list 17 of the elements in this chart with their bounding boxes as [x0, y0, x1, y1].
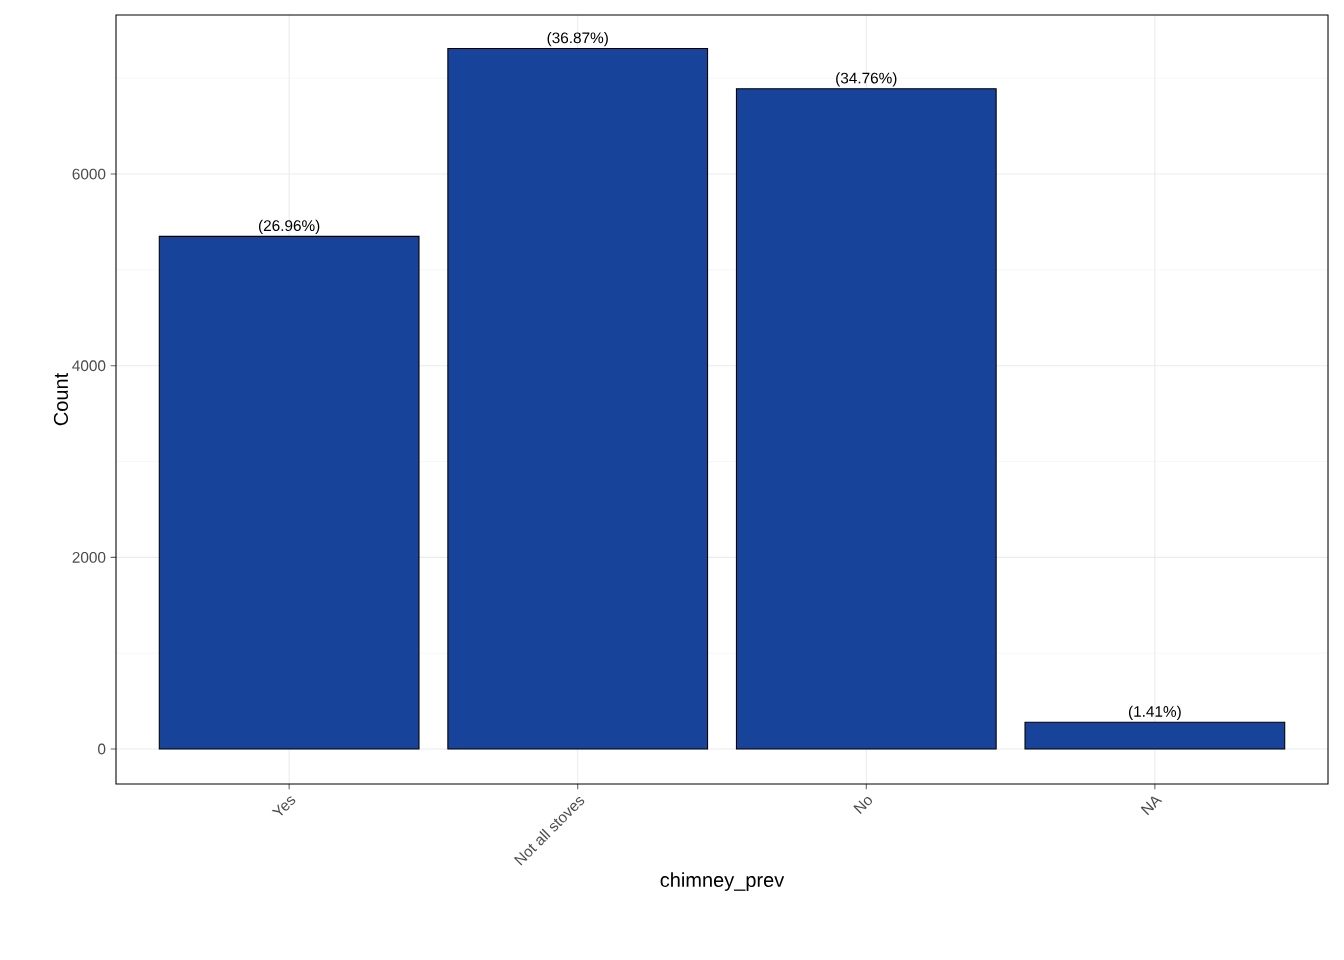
bar	[735, 88, 997, 750]
x-tick-label: NA	[1140, 796, 1163, 816]
y-tick-label: 0	[98, 743, 106, 755]
x-tick-label: Yes	[271, 796, 296, 816]
y-axis-title: Count	[53, 372, 69, 426]
annotation: (1.41%)	[1128, 705, 1181, 720]
bar	[1024, 721, 1286, 750]
x-axis-title: chimney_prev	[660, 872, 785, 891]
y-tick-label: 2000	[72, 551, 106, 563]
annotation: (26.96%)	[258, 219, 320, 235]
bar	[447, 47, 709, 750]
y-tick-label: 6000	[72, 168, 106, 180]
annotation: (36.87%)	[547, 31, 608, 47]
bar	[158, 235, 420, 750]
y-tick-label: 4000	[72, 360, 106, 372]
annotation: (34.76%)	[836, 72, 897, 87]
x-tick-label: No	[853, 796, 873, 814]
